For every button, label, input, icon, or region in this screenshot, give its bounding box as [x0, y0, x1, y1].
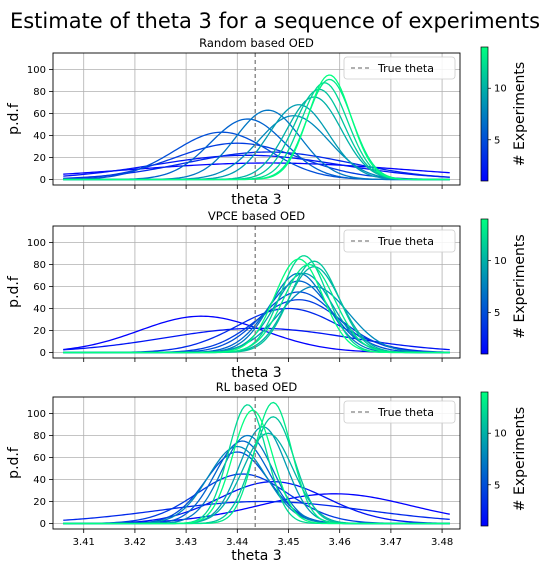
y-axis-label: p.d.f — [6, 102, 22, 135]
y-tick-label: 100 — [27, 238, 46, 249]
axes-frame — [52, 396, 461, 530]
colorbar: 5 10 # Experiments — [480, 46, 528, 182]
pdf-curve-8 — [63, 445, 450, 525]
x-tick-label: 3.44 — [226, 537, 248, 548]
pdf-curve-11 — [63, 416, 450, 525]
pdf-curve-11 — [63, 88, 450, 181]
y-tick-label: 60 — [33, 453, 46, 464]
y-tick-label: 20 — [33, 326, 46, 337]
pdf-curve-12 — [63, 255, 450, 354]
legend-label: True theta — [377, 406, 434, 419]
x-axis-label: theta 3 — [231, 192, 281, 208]
y-axis-label: p.d.f — [6, 446, 22, 479]
legend-label: True theta — [377, 62, 434, 75]
pdf-curve-13 — [63, 78, 450, 181]
x-tick-label: 3.41 — [73, 537, 95, 548]
y-tick-label: 40 — [33, 304, 46, 315]
y-tick-label: 0 — [40, 519, 46, 530]
x-axis-label: theta 3 — [231, 548, 281, 564]
pdf-curve-12 — [63, 82, 450, 181]
colorbar-label: # Experiments — [512, 407, 528, 511]
x-tick-label: 3.42 — [124, 537, 146, 548]
colorbar-tick-label: 5 — [494, 308, 500, 319]
colorbar-bar — [480, 391, 489, 527]
pdf-curve-14 — [63, 258, 450, 354]
y-tick-label: 40 — [33, 131, 46, 142]
pdf-curve-14 — [63, 409, 450, 525]
pdf-curve-2 — [63, 327, 450, 351]
colorbar-bar — [480, 218, 489, 355]
y-tick-label: 60 — [33, 282, 46, 293]
pdf-curve-3 — [63, 500, 450, 521]
y-tick-label: 20 — [33, 153, 46, 164]
panel-1: 0 20 40 60 80 100 Random based OED theta 3 p.d.f… — [6, 36, 528, 208]
pdf-curve-1 — [63, 162, 450, 175]
figure-title: Estimate of theta 3 for a sequence of ex… — [10, 9, 540, 33]
y-axis-label: p.d.f — [6, 275, 22, 308]
panel-title: VPCE based OED — [208, 209, 305, 223]
x-tick-label: 3.43 — [175, 537, 197, 548]
y-tick-label: 80 — [33, 87, 46, 98]
x-tick-label: 3.46 — [329, 537, 351, 548]
y-tick-label: 60 — [33, 109, 46, 120]
x-tick-label: 3.45 — [277, 537, 299, 548]
panel-3: 0 20 40 60 80 100 3.41 3.42 3.43 3.44 3.45 3.46 3.47… — [6, 380, 528, 564]
axes-frame — [52, 52, 461, 186]
colorbar-tick-label: 10 — [494, 429, 507, 440]
pdf-curve-14 — [63, 74, 450, 181]
axes-frame — [52, 225, 461, 359]
colorbar-tick-label: 5 — [494, 480, 500, 491]
panel-2: 0 20 40 60 80 100 VPCE based OED theta 3 p.d.f Tr… — [6, 209, 528, 381]
y-tick-label: 0 — [40, 348, 46, 359]
pdf-curve-4 — [63, 473, 450, 525]
y-tick-label: 20 — [33, 497, 46, 508]
pdf-curve-5 — [63, 451, 450, 525]
pdf-curve-10 — [63, 96, 450, 181]
colorbar-tick-label: 5 — [494, 135, 500, 146]
legend: True theta — [343, 400, 456, 424]
y-tick-label: 100 — [27, 409, 46, 420]
pdf-curve-11 — [63, 260, 450, 354]
panel-title: RL based OED — [216, 380, 298, 394]
legend-box — [343, 400, 456, 424]
legend: True theta — [343, 229, 456, 253]
legend-box — [343, 229, 456, 253]
colorbar-tick-label: 10 — [494, 84, 507, 95]
pdf-curve-6 — [63, 440, 450, 525]
curves-3 — [63, 401, 450, 525]
colorbar-label: # Experiments — [512, 62, 528, 166]
x-tick-label: 3.47 — [380, 537, 402, 548]
y-tick-label: 100 — [27, 65, 46, 76]
colorbar: 5 10 # Experiments — [480, 218, 528, 355]
colorbar-bar — [480, 46, 489, 182]
x-axis-label: theta 3 — [231, 365, 281, 381]
legend: True theta — [343, 56, 456, 80]
x-tick-label: 3.48 — [431, 537, 453, 548]
pdf-curve-2 — [63, 481, 450, 525]
colorbar-tick-label: 10 — [494, 256, 507, 267]
colorbar-label: # Experiments — [512, 234, 528, 338]
panel-title: Random based OED — [199, 36, 314, 50]
y-tick-label: 80 — [33, 431, 46, 442]
colorbar: 5 10 # Experiments — [480, 391, 528, 527]
y-tick-label: 80 — [33, 260, 46, 271]
y-tick-label: 40 — [33, 475, 46, 486]
pdf-curve-1 — [63, 493, 450, 525]
legend-box — [343, 56, 456, 80]
curves-2 — [63, 255, 450, 354]
legend-label: True theta — [377, 235, 434, 248]
curves-1 — [63, 74, 450, 181]
y-tick-label: 0 — [40, 175, 46, 186]
pdf-curve-2 — [63, 154, 450, 178]
